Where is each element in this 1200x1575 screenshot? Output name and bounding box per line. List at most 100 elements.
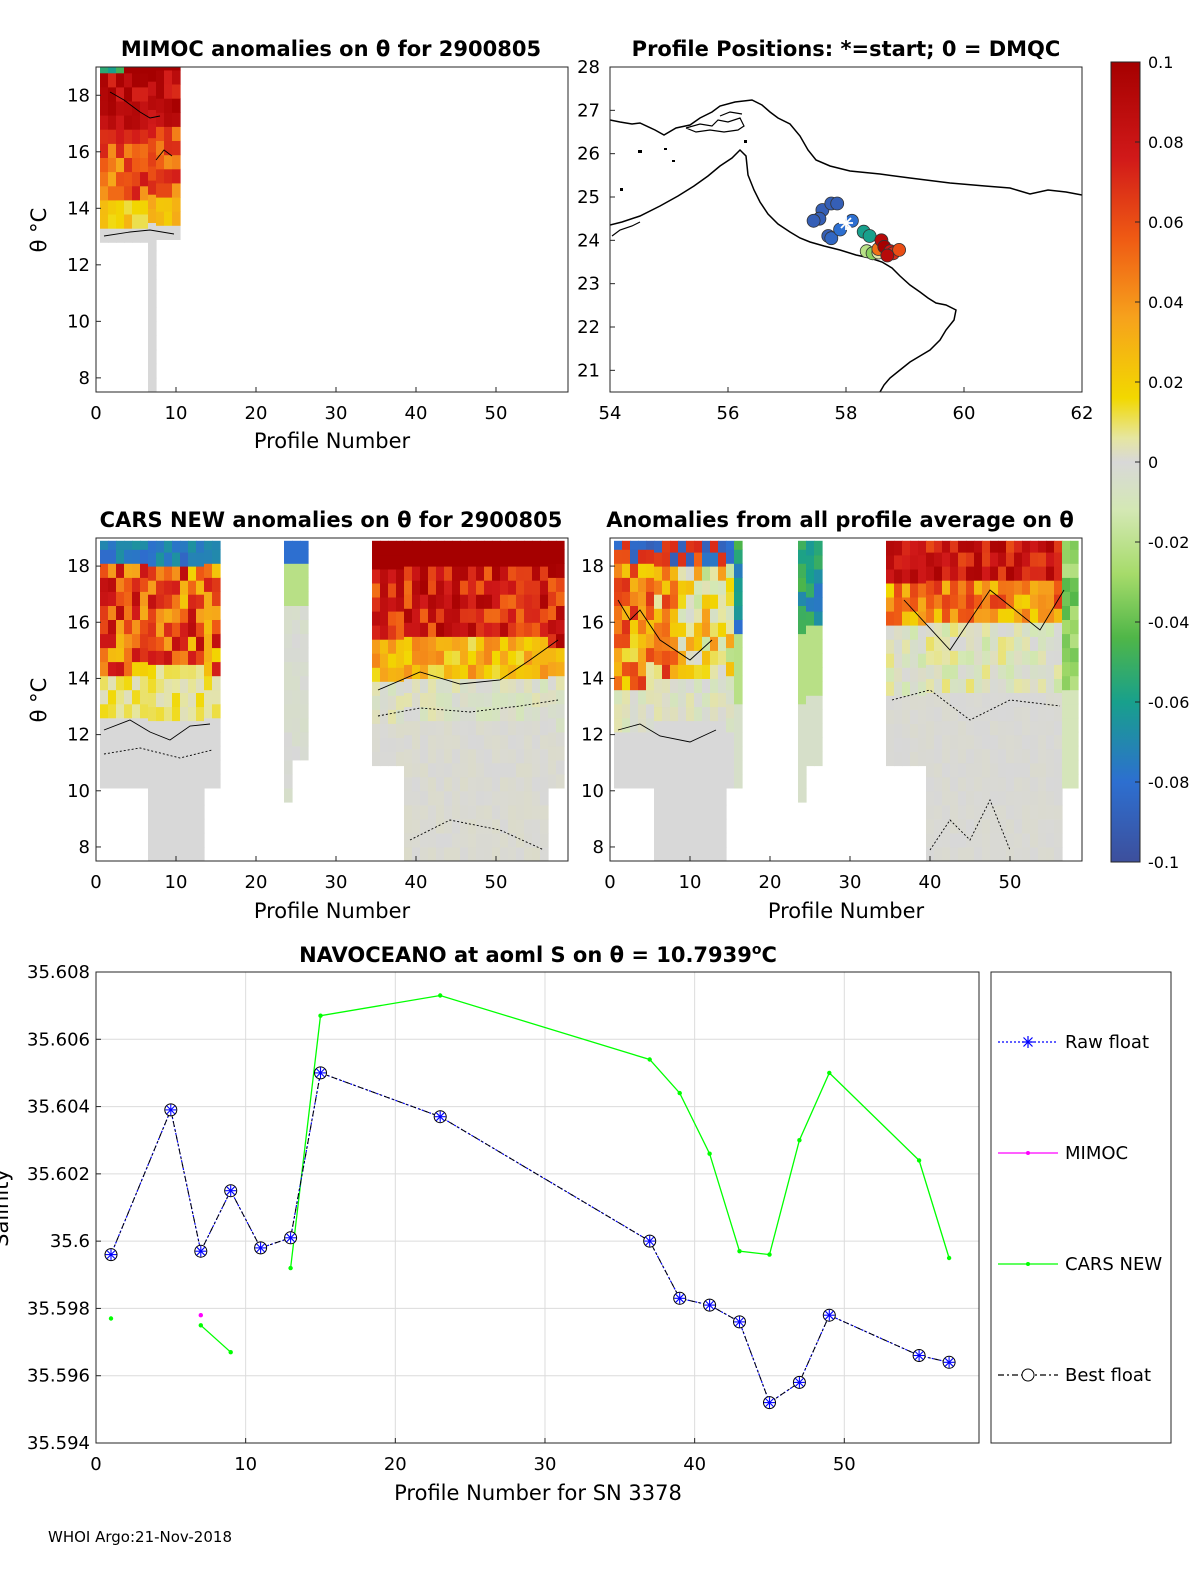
heatmap-cell: [524, 790, 533, 806]
x-tick-label: 40: [405, 403, 428, 424]
heatmap-cell: [806, 653, 815, 668]
heatmap-cell: [172, 211, 181, 226]
heatmap-cell: [508, 692, 517, 708]
heatmap-cell: [934, 832, 943, 848]
heatmap-cell: [1070, 689, 1079, 705]
heatmap-cell: [926, 636, 935, 651]
heatmap-cell: [710, 734, 719, 750]
heatmap-cell: [444, 748, 453, 764]
heatmap-cell: [540, 762, 549, 778]
heatmap-cell: [124, 157, 133, 173]
heatmap-cell: [710, 706, 719, 722]
heatmap-cell: [886, 625, 895, 640]
heatmap-cell: [646, 731, 655, 747]
heatmap-cell: [1030, 622, 1039, 637]
heatmap-cell: [1038, 566, 1047, 581]
heatmap-cell: [284, 647, 293, 663]
heatmap-cell: [132, 129, 141, 144]
heatmap-cell: [966, 608, 975, 623]
heatmap-cell: [1030, 664, 1039, 679]
heatmap-cell: [164, 197, 173, 212]
cars-new-point: [797, 1138, 802, 1143]
heatmap-cell: [540, 580, 549, 595]
heatmap-cell: [902, 737, 911, 752]
heatmap-cell: [662, 594, 671, 609]
heatmap-cell: [702, 664, 711, 679]
heatmap-cell: [798, 759, 807, 775]
heatmap-cell: [100, 115, 109, 130]
heatmap-cell: [476, 818, 485, 834]
heatmap-cell: [1046, 790, 1055, 806]
heatmap-cell: [678, 608, 687, 623]
heatmap-cell: [476, 748, 485, 764]
heatmap-cell: [452, 706, 461, 722]
heatmap-cell: [548, 745, 557, 761]
heatmap-cell: [116, 86, 125, 102]
heatmap-cell: [990, 636, 999, 651]
heatmap-cell: [990, 594, 999, 609]
heatmap-cell: [910, 653, 919, 668]
heatmap-cell: [172, 140, 181, 156]
heatmap-cell: [1046, 664, 1055, 679]
heatmap-cell: [292, 661, 301, 677]
legend-star-icon: [1022, 1036, 1034, 1048]
heatmap-cell: [630, 605, 639, 620]
heatmap-cell: [116, 199, 125, 215]
heatmap-cell: [1062, 675, 1071, 691]
heatmap-cell: [734, 647, 743, 663]
heatmap-cell: [428, 692, 437, 708]
heatmap-cell: [556, 577, 565, 592]
heatmap-cell: [476, 636, 485, 651]
y-tick-label: 35.6: [50, 1231, 90, 1252]
heatmap-cell: [516, 847, 525, 861]
heatmap-cell: [148, 566, 157, 581]
heatmap-cell: [958, 790, 967, 806]
heatmap-cell: [950, 540, 959, 553]
heatmap-cell: [622, 675, 631, 691]
heatmap-cell: [116, 185, 125, 201]
heatmap-cell: [164, 804, 173, 820]
heatmap-cell: [646, 647, 655, 663]
heatmap-cell: [958, 776, 967, 792]
heatmap-cell: [670, 622, 679, 637]
heatmap-cell: [670, 650, 679, 665]
heatmap-cell: [140, 143, 149, 158]
heatmap-cell: [622, 731, 631, 747]
heatmap-cell: [484, 706, 493, 722]
heatmap-cell: [172, 552, 181, 567]
heatmap-cell: [918, 723, 927, 738]
heatmap-cell: [476, 566, 485, 581]
heatmap-cell: [958, 720, 967, 736]
heatmap-cell: [380, 625, 389, 640]
heatmap-cell: [380, 568, 389, 584]
heatmap-cell: [614, 675, 623, 691]
heatmap-cell: [188, 720, 197, 736]
heatmap-cell: [958, 566, 967, 581]
heatmap-cell: [532, 790, 541, 806]
heatmap-cell: [942, 762, 951, 778]
heatmap-cell: [492, 706, 501, 722]
heatmap-cell: [492, 762, 501, 778]
heatmap-cell: [468, 818, 477, 834]
heatmap-cell: [444, 636, 453, 651]
allavg-xticks: 0 10 20 30 40 50: [604, 856, 1021, 893]
heatmap-cell: [662, 734, 671, 750]
heatmap-cell: [622, 549, 631, 564]
heatmap-cell: [148, 194, 157, 209]
heatmap-cell: [524, 706, 533, 722]
heatmap-cell: [702, 706, 711, 722]
heatmap-cell: [524, 580, 533, 595]
heatmap-cell: [718, 608, 727, 623]
heatmap-cell: [966, 706, 975, 722]
heatmap-cell: [172, 154, 181, 170]
heatmap-cell: [524, 566, 533, 581]
heatmap-cell: [1046, 847, 1055, 861]
heatmap-cell: [124, 100, 133, 116]
cars-panel: CARS NEW anomalies on θ for 2900805 0 10 2…: [27, 508, 569, 923]
heatmap-cell: [412, 720, 421, 736]
heatmap-cell: [886, 681, 895, 696]
heatmap-cell: [452, 804, 461, 820]
heatmap-cell: [428, 608, 437, 623]
heatmap-cell: [654, 664, 663, 679]
heatmap-cell: [116, 549, 125, 564]
